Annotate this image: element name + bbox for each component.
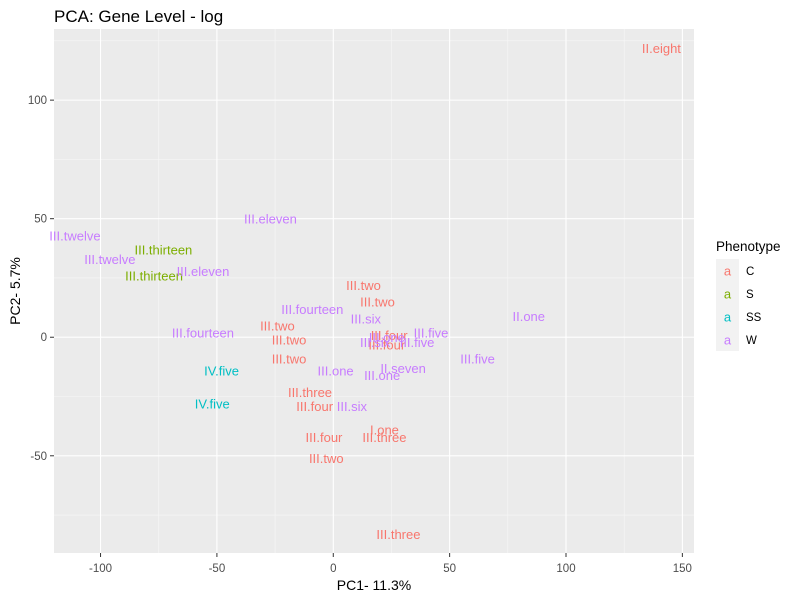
y-tick-label: 50 [34,214,47,226]
legend: Phenotype a Ca Sa SS a W [716,239,781,351]
y-axis-title: PC2- 5.7% [7,257,23,325]
point-labels: II.eightIII.twoIII.twoIII.twoIII.twoIII.… [49,41,681,542]
legend-key [716,259,739,282]
legend-label: S [746,289,754,301]
point-label-c: III.two [260,318,295,333]
legend-key-glyph: a [724,333,732,348]
point-label-c: II.eight [642,41,681,56]
point-label-c: III.two [272,352,307,367]
x-tick-label: 100 [556,563,575,575]
point-label-w: III.six [360,335,391,350]
point-label-c: III.four [371,328,409,343]
point-label-c: III.two [346,278,381,293]
grid-minor [54,29,694,553]
point-label-c: III.three [362,430,406,445]
point-label-w: III.twelve [84,252,135,267]
legend-title: Phenotype [716,239,781,254]
grid-major [54,29,694,553]
legend-label: C [746,266,754,278]
plot-panel [54,29,694,553]
point-label-w: III.eleven [244,212,297,227]
point-label-w: III.five [460,352,495,367]
x-tick-label: -100 [89,563,112,575]
point-label-c: III.two [272,333,307,348]
point-label-w: III.five [400,335,435,350]
y-tick-label: -50 [30,451,47,463]
point-label-c: I.one [370,423,399,438]
point-label-w: III.one [369,330,405,345]
point-label-c: III.four [296,399,334,414]
y-tick-label: 100 [28,95,47,107]
x-axis: -100 -50 0 50 100 150 [89,553,692,575]
legend-key-glyph: a [724,287,732,302]
point-label-w: II.one [512,309,545,324]
x-tick-label: 150 [673,563,692,575]
point-label-w: III.six [337,399,368,414]
x-tick-label: -50 [209,563,226,575]
point-label-s: III.thirteen [125,269,183,284]
point-label-w: III.five [414,325,449,340]
y-tick-label: 0 [41,332,47,344]
legend-label: SS [746,312,762,324]
point-label-ss: IV.five [204,363,239,378]
point-label-ss: IV.five [195,397,230,412]
point-label-c: III.three [288,385,332,400]
point-label-w: III.eleven [177,264,230,279]
point-label-c: III.three [376,527,420,542]
legend-label: W [746,335,757,347]
legend-key [716,282,739,305]
point-label-c: III.two [309,451,344,466]
point-label-c: III.four [368,337,406,352]
point-label-w: III.fourteen [281,302,343,317]
point-label-w: III.one [364,368,400,383]
point-label-c: III.four [306,430,344,445]
chart-title: PCA: Gene Level - log [54,7,223,26]
x-tick-label: 0 [330,563,336,575]
point-label-w: III.one [318,363,354,378]
legend-key [716,305,739,328]
x-axis-title: PC1- 11.3% [337,577,411,593]
point-label-w: III.fourteen [172,325,234,340]
point-label-c: III.two [360,295,395,310]
legend-key [716,328,739,351]
point-label-w: II.seven [380,361,426,376]
legend-key-glyph: a [724,310,732,325]
y-axis: -50 0 50 100 [28,95,54,463]
point-label-w: III.twelve [49,228,100,243]
legend-key-glyph: a [724,264,732,279]
point-label-s: III.thirteen [134,243,192,258]
x-tick-label: 50 [443,563,456,575]
point-label-w: III.six [351,311,382,326]
